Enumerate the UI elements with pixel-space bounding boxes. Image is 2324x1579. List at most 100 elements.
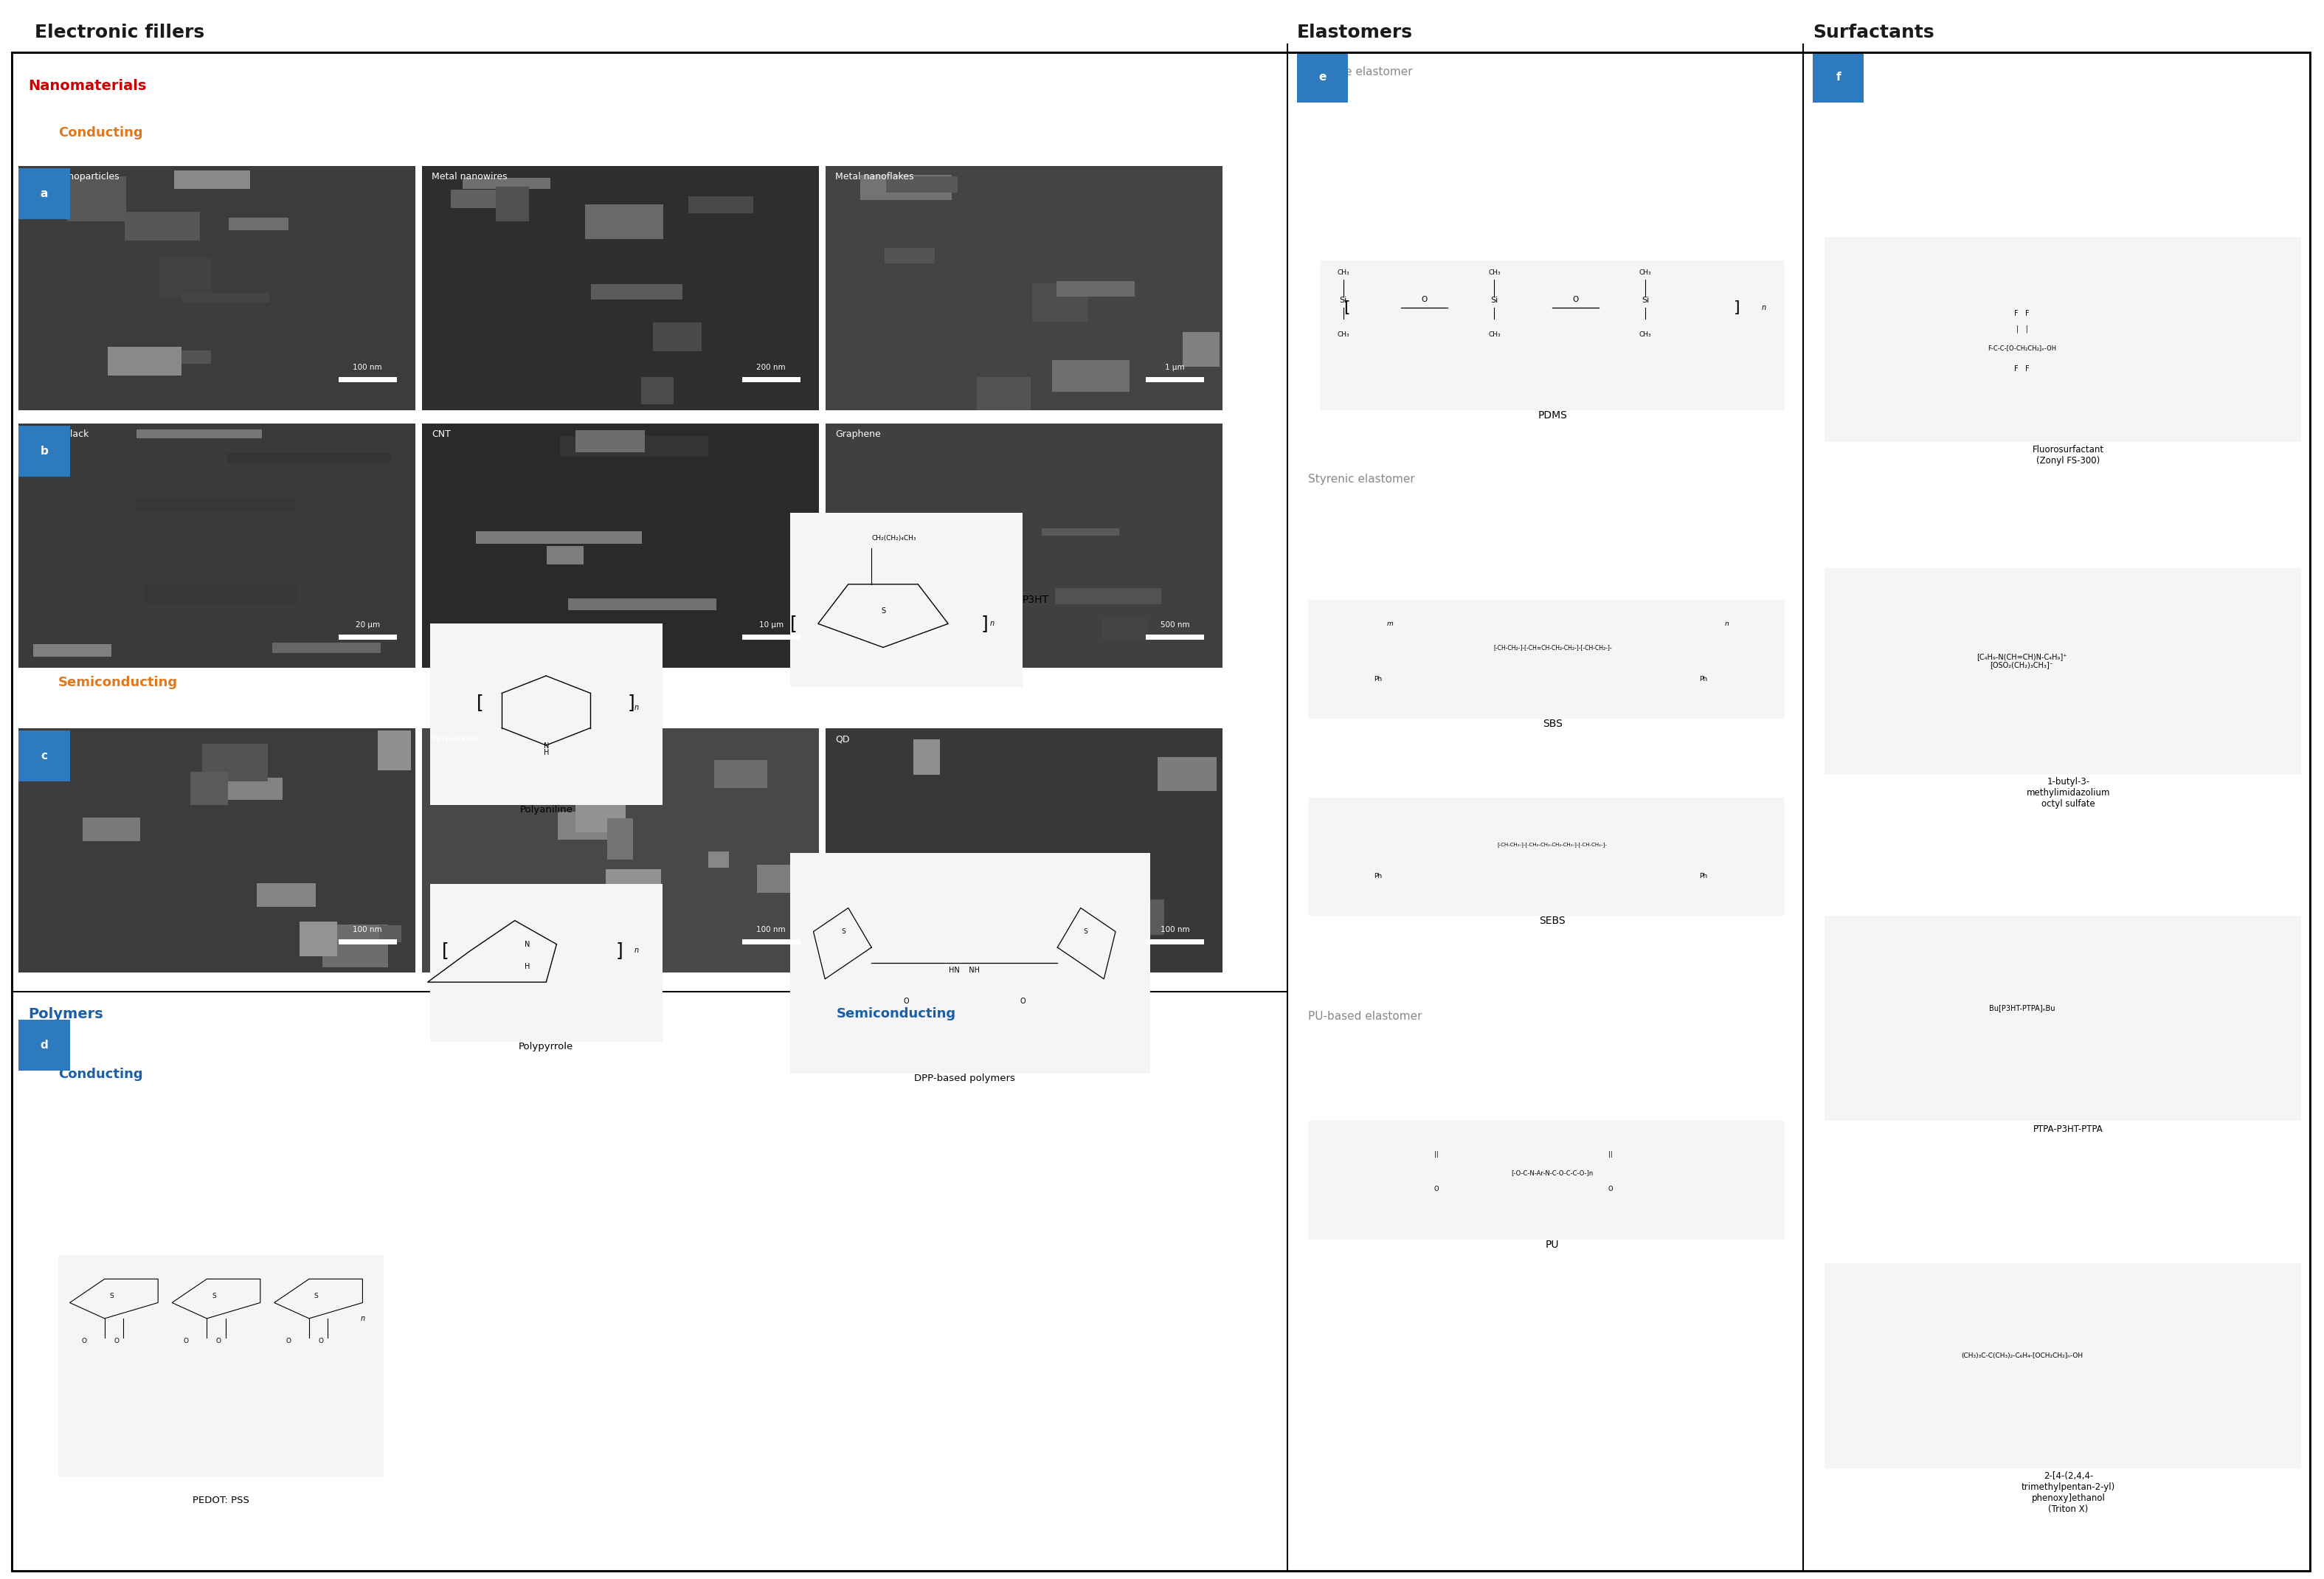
Text: 10 μm: 10 μm <box>760 621 783 628</box>
Text: Silicone elastomer: Silicone elastomer <box>1308 66 1413 77</box>
Text: O: O <box>318 1337 323 1344</box>
Bar <box>885 248 934 264</box>
Text: n: n <box>990 621 995 627</box>
Text: N
H: N H <box>544 742 548 756</box>
Text: 500 nm: 500 nm <box>1160 621 1190 628</box>
Text: O: O <box>1608 1186 1613 1192</box>
Bar <box>228 453 390 463</box>
Bar <box>590 284 683 300</box>
Text: n: n <box>1762 305 1766 311</box>
Text: S: S <box>314 1293 318 1300</box>
Bar <box>1102 617 1148 641</box>
Bar <box>174 171 251 189</box>
Text: 1-butyl-3-
methylimidazolium
octyl sulfate: 1-butyl-3- methylimidazolium octyl sulfa… <box>2027 777 2110 808</box>
Bar <box>300 922 337 957</box>
Bar <box>558 812 623 840</box>
Bar <box>607 818 632 859</box>
Bar <box>653 322 702 351</box>
Text: d: d <box>40 1039 49 1050</box>
Text: 100 nm: 100 nm <box>1160 925 1190 933</box>
Bar <box>1320 261 1785 411</box>
Bar <box>988 889 1055 913</box>
Text: N: N <box>525 941 530 947</box>
Text: Ph: Ph <box>1699 873 1708 880</box>
Text: n: n <box>1724 621 1729 627</box>
Bar <box>741 377 799 382</box>
Text: m: m <box>1387 621 1392 627</box>
Text: PDMS: PDMS <box>1538 411 1566 422</box>
Bar <box>19 169 70 219</box>
Bar <box>576 805 625 832</box>
Bar <box>495 186 530 221</box>
Text: Polymers: Polymers <box>28 1007 102 1022</box>
Text: 2-[4-(2,4,4-
trimethylpentan-2-yl)
phenoxy]ethanol
(Triton X): 2-[4-(2,4,4- trimethylpentan-2-yl) pheno… <box>2022 1472 2115 1514</box>
Bar <box>586 204 665 238</box>
Text: O: O <box>81 1337 86 1344</box>
Text: c: c <box>42 750 46 761</box>
Text: O: O <box>904 998 909 1006</box>
Text: CH₃: CH₃ <box>1487 332 1501 338</box>
Text: n: n <box>360 1315 365 1322</box>
Text: Polyaniline: Polyaniline <box>521 805 572 815</box>
Text: 20 μm: 20 μm <box>356 621 379 628</box>
Bar <box>758 864 802 894</box>
Bar <box>458 928 479 958</box>
Bar <box>574 431 644 453</box>
Bar <box>688 196 753 213</box>
Text: CH₃: CH₃ <box>1638 332 1652 338</box>
Text: S: S <box>1083 928 1088 935</box>
Bar <box>67 175 125 221</box>
Text: PU-based elastomer: PU-based elastomer <box>1308 1011 1422 1022</box>
Bar <box>514 638 646 658</box>
Text: [: [ <box>442 941 449 960</box>
Bar <box>1020 886 1041 916</box>
Text: O: O <box>1434 1186 1439 1192</box>
Bar <box>19 1020 70 1071</box>
Bar <box>741 940 799 944</box>
Text: Metal nanowires: Metal nanowires <box>432 172 507 182</box>
Text: 100 nm: 100 nm <box>353 363 381 371</box>
Text: Ph: Ph <box>1373 676 1383 682</box>
Text: DPP-based polymers: DPP-based polymers <box>913 1074 1016 1083</box>
Text: S: S <box>841 928 846 935</box>
Text: b: b <box>40 445 49 456</box>
Bar <box>709 851 730 867</box>
Text: Surfactants: Surfactants <box>1813 24 1934 41</box>
Text: P3HT: P3HT <box>1023 595 1048 605</box>
Bar <box>1824 568 2301 774</box>
Text: ]: ] <box>981 614 988 633</box>
Text: [-O-C-N-Ar-N-C-O-C-C-O-]n: [-O-C-N-Ar-N-C-O-C-C-O-]n <box>1511 1170 1594 1176</box>
Bar <box>916 471 1060 493</box>
Text: [C₄H₉-N(CH=CH)N-C₄H₉]⁺
[OSO₂(CH₂)₃CH₃]⁻: [C₄H₉-N(CH=CH)N-C₄H₉]⁺ [OSO₂(CH₂)₃CH₃]⁻ <box>1978 652 2066 669</box>
Text: n: n <box>634 704 639 711</box>
Bar <box>1824 1263 2301 1468</box>
Text: PEDOT: PSS: PEDOT: PSS <box>193 1495 249 1505</box>
Text: ]: ] <box>627 693 634 712</box>
Bar <box>825 166 1222 411</box>
Bar <box>272 643 381 652</box>
Text: HN    NH: HN NH <box>948 966 981 974</box>
Bar <box>160 257 211 298</box>
Text: PU: PU <box>1545 1240 1559 1251</box>
Bar <box>137 429 263 439</box>
Text: Polypyrrole: Polypyrrole <box>518 1042 574 1052</box>
Text: CH₃: CH₃ <box>1487 270 1501 276</box>
Bar <box>969 941 988 968</box>
Text: ZnS: ZnS <box>28 734 46 744</box>
Text: Metal nanoparticles: Metal nanoparticles <box>28 172 119 182</box>
Bar <box>379 731 411 771</box>
Text: Si: Si <box>1339 297 1348 303</box>
Bar <box>339 377 397 382</box>
Bar <box>1027 891 1095 924</box>
Bar <box>976 377 1030 411</box>
Text: PTPA-P3HT-PTPA: PTPA-P3HT-PTPA <box>2034 1124 2103 1134</box>
Text: CH₂(CH₂)₄CH₃: CH₂(CH₂)₄CH₃ <box>872 535 916 542</box>
Bar <box>1813 52 1864 103</box>
Bar <box>19 423 416 668</box>
Bar <box>904 575 944 579</box>
Text: O: O <box>1573 295 1578 303</box>
Bar <box>181 294 270 303</box>
Bar <box>1824 916 2301 1121</box>
Text: CNT: CNT <box>432 429 451 439</box>
Bar <box>846 583 967 600</box>
